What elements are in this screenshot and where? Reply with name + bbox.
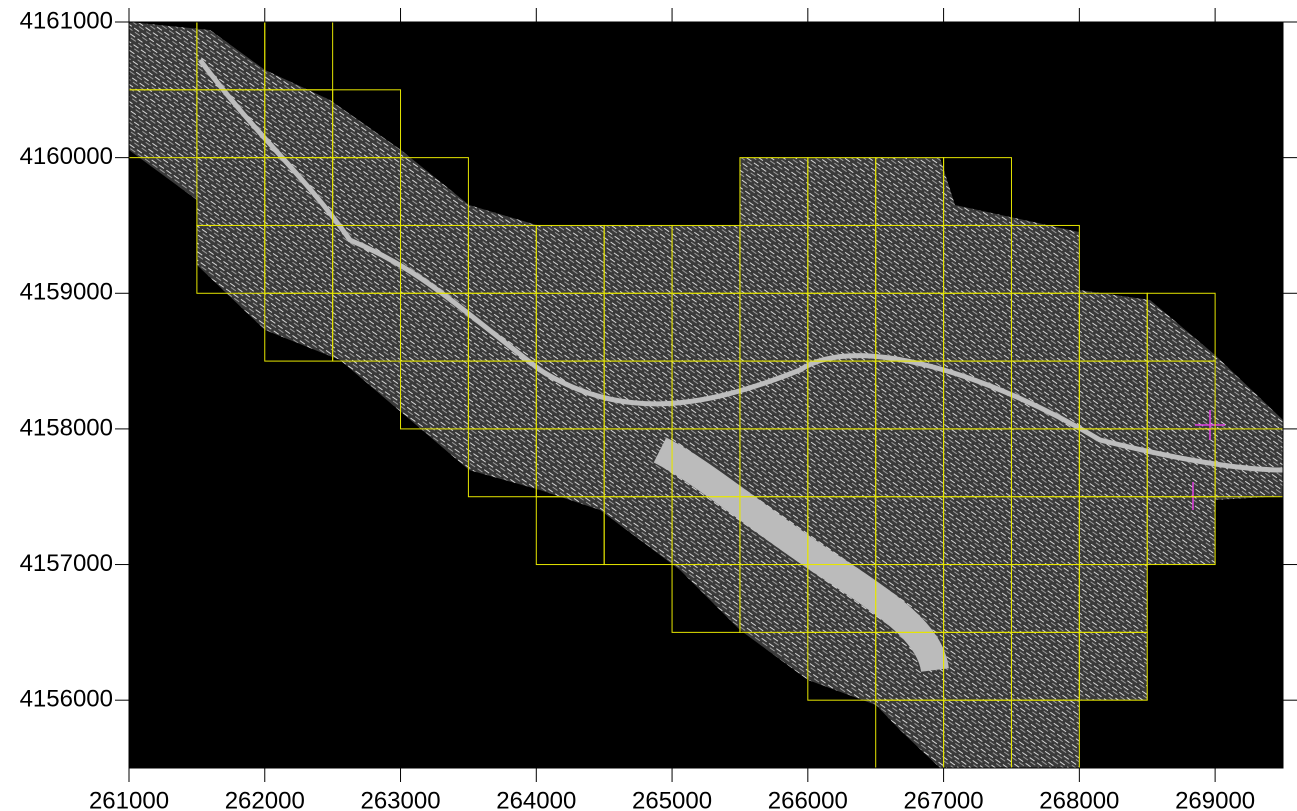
y-tick-label: 4160000 xyxy=(20,143,113,170)
river xyxy=(198,58,1284,473)
markers xyxy=(1192,410,1225,510)
plot-frame xyxy=(128,21,1284,769)
x-tick-label: 261000 xyxy=(89,787,169,811)
x-tick-label: 262000 xyxy=(225,787,305,811)
x-tick-label: 263000 xyxy=(360,787,440,811)
tile xyxy=(1146,496,1216,566)
x-tick-label: 266000 xyxy=(768,787,848,811)
x-tick-label: 265000 xyxy=(632,787,712,811)
x-tick-label: 264000 xyxy=(496,787,576,811)
y-tick-label: 4157000 xyxy=(20,550,113,577)
x-tick-label: 268000 xyxy=(1039,787,1119,811)
y-tick-label: 4158000 xyxy=(20,414,113,441)
tile xyxy=(1078,631,1148,701)
y-tick-label: 4161000 xyxy=(20,7,113,34)
axes: 261000 262000 263000 264000 265000 266000 2670… xyxy=(20,7,1297,811)
y-tick-label: 4156000 xyxy=(20,686,113,713)
x-tick-label: 267000 xyxy=(904,787,984,811)
riverbed xyxy=(653,437,949,673)
lidar-footprint xyxy=(129,22,1283,768)
x-tick-label: 269000 xyxy=(1175,787,1255,811)
y-tick-label: 4159000 xyxy=(20,279,113,306)
